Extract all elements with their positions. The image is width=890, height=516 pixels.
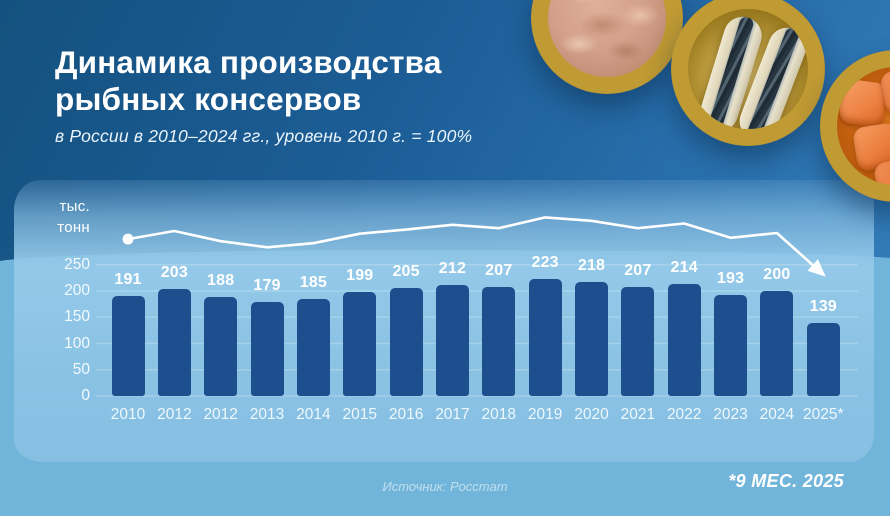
x-tick-label: 2014 bbox=[296, 406, 331, 423]
x-tick-label: 2025* bbox=[802, 406, 844, 423]
y-axis-unit: тыс. тонн bbox=[28, 196, 90, 238]
sardines-in-oil bbox=[687, 8, 809, 130]
bar bbox=[528, 278, 562, 396]
x-tick-label: 2012 bbox=[203, 406, 238, 423]
footnote: *9 МЕС. 2025 bbox=[728, 471, 844, 491]
y-axis-unit-line1: тыс. bbox=[59, 198, 90, 215]
bar bbox=[435, 284, 469, 396]
bar bbox=[667, 283, 701, 396]
bar-value-label: 199 bbox=[346, 266, 374, 284]
bar bbox=[204, 297, 238, 396]
title-line-1: Динамика производства bbox=[55, 44, 442, 80]
bar-value-label: 139 bbox=[809, 298, 837, 316]
x-tick-label: 2024 bbox=[759, 406, 795, 423]
bar-value-label: 191 bbox=[114, 270, 142, 288]
bar bbox=[714, 294, 748, 396]
bar bbox=[296, 298, 330, 396]
x-tick-label: 2023 bbox=[713, 406, 748, 423]
bar-value-label: 179 bbox=[253, 277, 281, 295]
bar-value-label: 212 bbox=[438, 259, 467, 277]
x-tick-label: 2020 bbox=[574, 406, 609, 423]
bar-value-label: 214 bbox=[670, 258, 698, 276]
x-tick-label: 2016 bbox=[388, 406, 424, 423]
bar-value-label: 207 bbox=[485, 262, 513, 280]
bar bbox=[760, 291, 794, 396]
bar bbox=[806, 323, 840, 396]
bar bbox=[157, 289, 191, 396]
source-caption: Источник: Росстат bbox=[382, 479, 508, 494]
bar-value-label: 188 bbox=[207, 272, 235, 290]
y-tick-label: 150 bbox=[64, 308, 90, 326]
x-tick-label: 2022 bbox=[666, 406, 702, 423]
bar bbox=[482, 287, 516, 396]
bar bbox=[343, 291, 377, 396]
title-line-2: рыбных консервов bbox=[55, 81, 362, 117]
page-subtitle: в России в 2010–2024 гг., уровень 2010 г… bbox=[55, 126, 473, 146]
x-tick-label: 2010 bbox=[110, 406, 146, 423]
x-tick-label: 2021 bbox=[620, 406, 656, 423]
y-tick-label: 200 bbox=[64, 282, 90, 299]
bar bbox=[621, 287, 655, 396]
y-tick-label: 100 bbox=[64, 334, 90, 352]
x-tick-label: 2015 bbox=[342, 406, 377, 423]
bar-value-label: 193 bbox=[716, 269, 745, 287]
bar bbox=[250, 302, 284, 396]
x-tick-label: 2017 bbox=[435, 406, 470, 423]
x-tick-label: 2019 bbox=[527, 406, 563, 423]
bar bbox=[111, 295, 145, 396]
y-tick-label: 250 bbox=[64, 255, 90, 273]
y-axis-unit-line2: тонн bbox=[57, 219, 90, 236]
bar-value-label: 207 bbox=[624, 262, 652, 280]
bar-value-label: 218 bbox=[577, 256, 606, 274]
x-tick-label: 2012 bbox=[157, 406, 192, 423]
bar-value-label: 223 bbox=[531, 253, 559, 271]
page-title: Динамика производства рыбных консервов bbox=[55, 44, 442, 118]
salmon-cube bbox=[837, 77, 888, 128]
x-tick-label: 2013 bbox=[249, 406, 285, 423]
bar-value-label: 203 bbox=[160, 264, 188, 282]
x-tick-label: 2018 bbox=[481, 406, 517, 423]
bar bbox=[389, 288, 423, 396]
bar bbox=[575, 281, 608, 396]
bar-value-label: 200 bbox=[763, 266, 791, 283]
bar-value-label: 205 bbox=[392, 263, 420, 281]
y-tick-label: 50 bbox=[72, 360, 90, 378]
canned-sardines-photo bbox=[671, 0, 825, 146]
y-tick-label: 0 bbox=[81, 387, 90, 404]
bar-value-label: 185 bbox=[299, 273, 328, 291]
